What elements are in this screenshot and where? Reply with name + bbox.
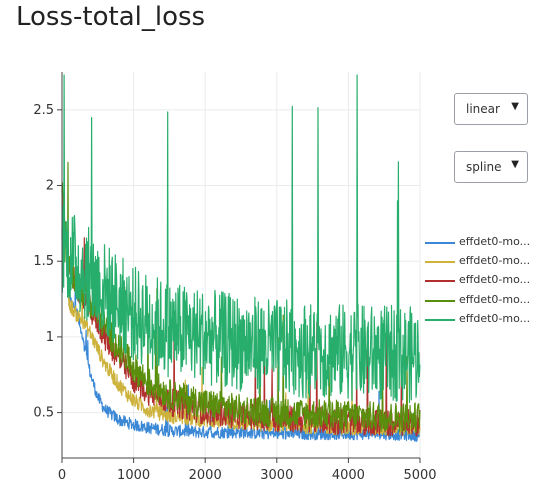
- legend-item[interactable]: effdet0-mo...: [425, 234, 553, 253]
- y-tick-label: 0.5: [33, 406, 54, 421]
- scale-dropdown[interactable]: linear ▼: [454, 93, 528, 125]
- series-line-5: [61, 74, 421, 404]
- legend-swatch: [425, 299, 455, 302]
- x-tick-label: 0: [58, 468, 66, 483]
- legend-item[interactable]: effdet0-mo...: [425, 292, 553, 311]
- legend-label: effdet0-mo...: [459, 254, 531, 268]
- legend-swatch: [425, 280, 455, 283]
- axes: [57, 72, 421, 463]
- x-tick-label: 2000: [189, 468, 222, 483]
- grid-lines: [61, 72, 421, 458]
- legend-label: effdet0-mo...: [459, 273, 531, 287]
- x-tick-label: 3000: [260, 468, 293, 483]
- legend-label: effdet0-mo...: [459, 235, 531, 248]
- chart-title: Loss-total_loss: [16, 2, 206, 32]
- scale-dropdown-value: linear: [466, 102, 500, 116]
- legend-item[interactable]: effdet0-mo...: [425, 272, 553, 291]
- y-tick-label: 2: [46, 179, 54, 194]
- interpolation-dropdown-value: spline: [466, 160, 502, 174]
- x-tick-label: 5000: [403, 468, 436, 483]
- series-line-4: [61, 161, 421, 433]
- interpolation-dropdown[interactable]: spline ▼: [454, 151, 528, 183]
- legend-label: effdet0-mo...: [459, 292, 531, 306]
- chevron-down-icon: ▼: [511, 159, 519, 170]
- legend-item[interactable]: effdet0-mo...: [425, 253, 553, 272]
- y-tick-label: 1: [46, 330, 54, 345]
- series-layer: [61, 74, 421, 442]
- series-line-1: [61, 191, 421, 442]
- y-tick-label: 1.5: [33, 254, 54, 269]
- x-tick-label: 4000: [332, 468, 365, 483]
- legend-swatch: [425, 242, 455, 244]
- legend-swatch: [425, 261, 455, 264]
- legend-label: effdet0-mo...: [459, 311, 531, 325]
- chevron-down-icon: ▼: [511, 101, 519, 112]
- legend-swatch: [425, 318, 455, 321]
- x-tick-label: 1000: [117, 468, 150, 483]
- tick-labels: 0 1000 2000 3000 4000 5000 0.5 1 1.5 2 2.5: [33, 103, 436, 483]
- legend-item[interactable]: effdet0-mo...: [425, 311, 553, 330]
- y-tick-label: 2.5: [33, 103, 54, 118]
- legend: effdet0-mo... effdet0-mo... effdet0-mo... e…: [425, 234, 553, 330]
